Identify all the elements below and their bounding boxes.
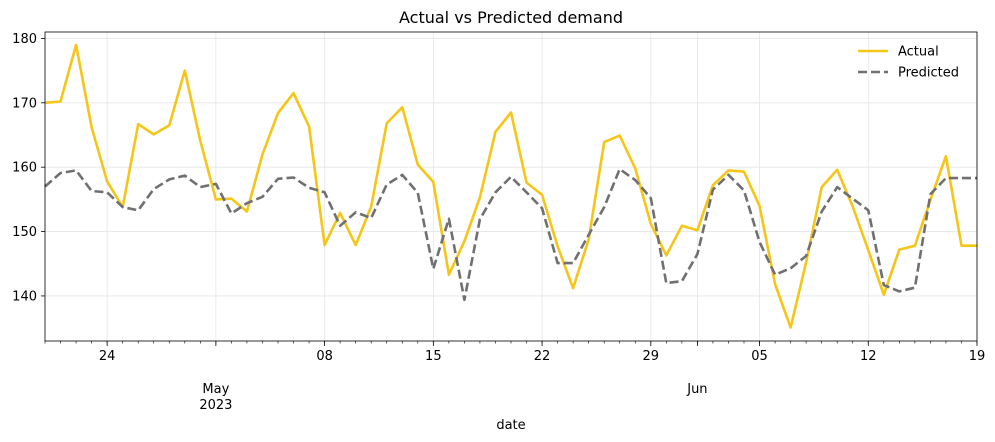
grid [45,32,978,341]
legend-label-actual: Actual [898,45,939,60]
x-axis-label: date [496,418,525,433]
y-tick-label: 150 [12,225,37,240]
y-tick-label: 140 [12,289,37,304]
legend-label-predicted: Predicted [898,66,959,81]
series-line-actual [44,43,977,329]
y-tick-label: 170 [12,96,37,111]
x-tick-label: 29 [643,349,660,364]
y-tick-label: 160 [12,161,37,176]
x-tick-label: 15 [425,349,442,364]
x-tick-label: 08 [316,349,333,364]
series-line-predicted [44,167,977,302]
x-tick-label: 19 [969,349,986,364]
x-tick-label: 2023 [199,398,232,413]
y-tick-label: 180 [12,32,37,47]
x-tick-label: 24 [99,349,116,364]
legend: Actual Predicted [858,45,959,81]
x-tick-label: 22 [534,349,551,364]
x-tick-label: Jun [686,382,707,397]
plot-frame [44,31,978,342]
x-tick-label: 12 [860,349,877,364]
x-tick-label: May [202,382,229,397]
chart-title: Actual vs Predicted demand [399,8,623,27]
x-tick-label: 05 [751,349,768,364]
series-layer [44,43,977,329]
